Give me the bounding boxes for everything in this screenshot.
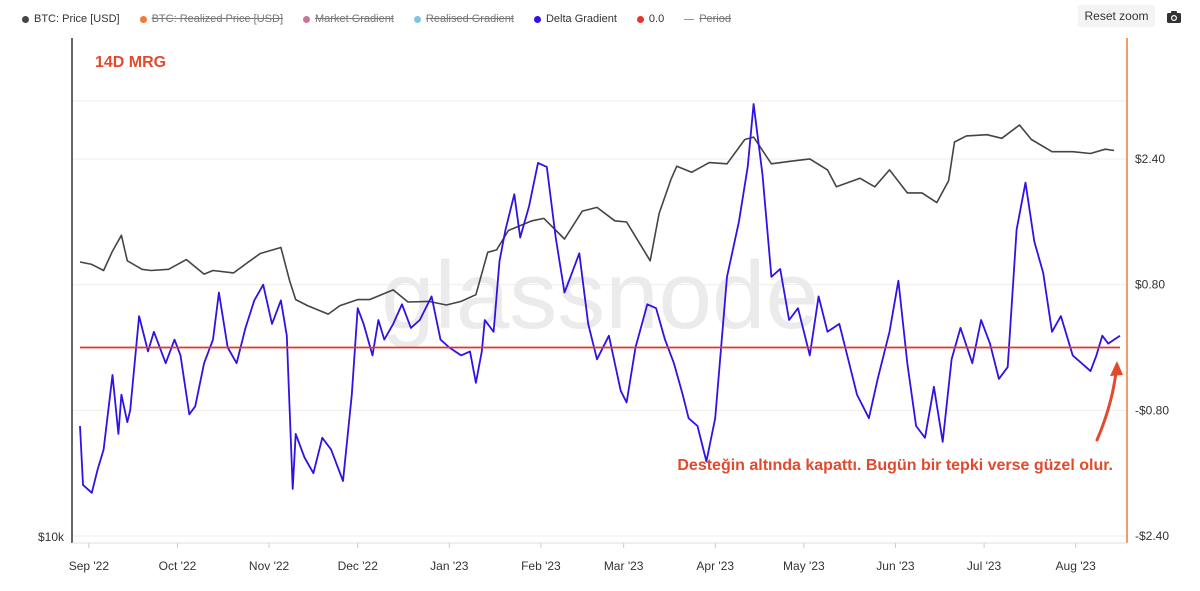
legend-label: Market Gradient — [315, 13, 394, 25]
legend-dot-marker — [139, 15, 147, 23]
legend-label: Realised Gradient — [425, 13, 514, 25]
right-y-tick-label: $2.40 — [1135, 152, 1165, 166]
chart-title: 14D MRG — [95, 54, 166, 71]
legend-label: Period — [699, 13, 731, 25]
x-tick-label: May '23 — [783, 559, 825, 573]
x-tick-label: Jan '23 — [430, 559, 469, 573]
legend-dot-marker — [413, 15, 421, 23]
camera-icon[interactable] — [1166, 9, 1182, 25]
legend-dot-marker — [22, 15, 29, 23]
x-tick-label: Jun '23 — [876, 559, 915, 573]
legend-label: Delta Gradient — [545, 13, 617, 25]
left-y-tick-label: $10k — [38, 530, 65, 544]
x-tick-label: Nov '22 — [249, 559, 290, 573]
legend-label: BTC: Realized Price [USD] — [151, 13, 284, 25]
legend-item[interactable]: BTC: Price [USD] — [22, 13, 120, 25]
x-tick-label: Feb '23 — [521, 559, 561, 573]
y-tick-labels: $2.40 $0.80 -$0.80 -$2.40 $10k — [38, 152, 1169, 544]
legend-item[interactable]: BTC: Realized Price [USD] — [139, 13, 284, 25]
x-tick-label: Aug '23 — [1056, 559, 1097, 573]
x-tick-label: Dec '22 — [338, 559, 379, 573]
right-y-tick-label: $0.80 — [1135, 278, 1165, 292]
legend-item[interactable]: Delta Gradient — [533, 13, 617, 25]
legend-item[interactable]: Market Gradient — [303, 13, 394, 25]
x-tick-label: Jul '23 — [967, 559, 1002, 573]
legend-item[interactable]: Period — [684, 13, 731, 25]
annotation-text: Desteğin altında kapattı. Bugün bir tepk… — [677, 457, 1113, 474]
chart-legend: BTC: Price [USD] BTC: Realized Price [USD… — [22, 10, 731, 28]
watermark: glassnode — [381, 242, 819, 349]
x-tick-label: Apr '23 — [696, 559, 734, 573]
legend-label: 0.0 — [648, 13, 665, 25]
series-line-btc-price — [79, 124, 1115, 315]
annotation-arrow — [1095, 361, 1123, 442]
legend-dot-marker — [533, 15, 541, 23]
right-y-tick-label: -$0.80 — [1135, 403, 1169, 417]
series-line-delta-gradient — [79, 103, 1121, 494]
x-tick-label: Sep '22 — [69, 559, 110, 573]
legend-item[interactable]: Realised Gradient — [413, 13, 514, 25]
legend-dot-marker — [636, 15, 644, 23]
legend-label: BTC: Price [USD] — [34, 13, 120, 25]
x-tick-label: Oct '22 — [159, 559, 197, 573]
reset-zoom-button[interactable]: Reset zoom — [1078, 5, 1155, 27]
legend-item[interactable]: 0.0 — [636, 13, 665, 25]
x-tick-label: Mar '23 — [604, 559, 644, 573]
x-tick-labels: Sep '22 Oct '22 Nov '22 Dec '22 Jan '23 Feb '… — [69, 543, 1096, 573]
series-layer — [79, 103, 1121, 494]
legend-line-marker — [684, 18, 695, 20]
right-y-tick-label: -$2.40 — [1135, 529, 1169, 543]
legend-dot-marker — [303, 15, 311, 23]
